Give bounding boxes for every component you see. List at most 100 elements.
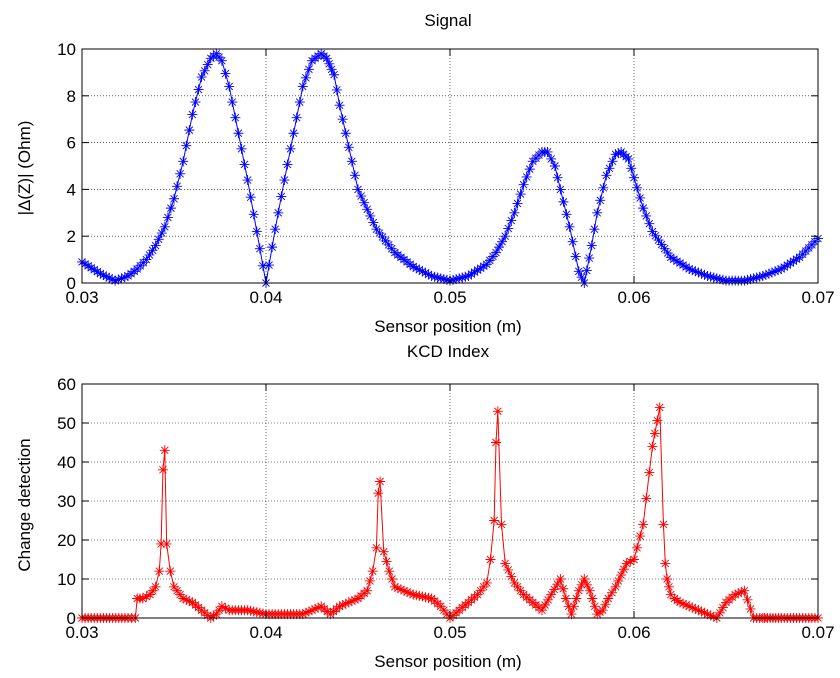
signal-data-point — [254, 243, 265, 254]
signal-data-point — [196, 72, 207, 83]
signal-data-point — [773, 265, 784, 276]
signal-data-point — [711, 273, 722, 284]
kcd-y-tick-label: 0 — [67, 609, 76, 628]
kcd-data-point — [552, 579, 563, 590]
kcd-data-point — [665, 589, 676, 600]
signal-data-point — [487, 251, 498, 262]
kcd-data-point — [649, 428, 660, 439]
kcd-data-point — [571, 593, 582, 604]
kcd-data-point — [491, 437, 501, 448]
kcd-data-point — [172, 585, 183, 596]
signal-data-point — [760, 269, 771, 280]
signal-data-point — [567, 236, 578, 247]
kcd-data-point — [441, 609, 452, 620]
kcd-data-point — [387, 574, 398, 584]
kcd-data-point — [411, 590, 422, 601]
signal-y-ticks: 0 2 4 6 8 10 — [57, 40, 818, 293]
signal-data-point — [454, 273, 465, 284]
signal-data-point — [199, 65, 210, 76]
signal-data-point — [460, 271, 471, 282]
kcd-data-point — [540, 600, 551, 610]
kcd-data-point — [349, 594, 360, 605]
signal-data-point — [708, 272, 719, 283]
signal-data-point — [181, 140, 192, 151]
kcd-data-point — [681, 600, 692, 610]
signal-data-point — [681, 262, 692, 273]
kcd-data-point — [137, 593, 148, 604]
kcd-data-point — [310, 603, 321, 614]
kcd-data-point — [616, 570, 627, 581]
signal-data-point — [172, 181, 183, 192]
signal-data-point — [581, 265, 592, 276]
signal-data-point — [592, 207, 603, 218]
signal-data-point — [202, 59, 213, 70]
signal-data-point — [423, 269, 434, 280]
signal-data-point — [334, 100, 345, 111]
kcd-data-point — [343, 597, 354, 608]
signal-data-point — [356, 191, 367, 202]
signal-y-tick-label: 0 — [67, 274, 76, 293]
signal-y-tick-label: 10 — [57, 40, 76, 59]
signal-data-point — [211, 48, 222, 59]
signal-data-point — [83, 260, 94, 271]
signal-data-point — [159, 221, 170, 232]
signal-data-point — [463, 270, 474, 281]
signal-data-point — [478, 261, 489, 272]
signal-data-point — [331, 84, 342, 95]
kcd-data-point — [392, 583, 403, 594]
signal-data-point — [380, 235, 391, 246]
signal-data-point — [337, 114, 348, 125]
signal-data-point — [757, 270, 768, 281]
kcd-data-point — [563, 601, 574, 612]
signal-x-axis-label: Sensor position (m) — [374, 317, 521, 336]
kcd-data-point — [662, 574, 673, 584]
signal-data-point — [690, 266, 701, 277]
kcd-x-tick-label: 0.07 — [801, 623, 834, 642]
signal-data-point — [264, 260, 275, 271]
kcd-data-point — [307, 605, 317, 616]
signal-data-point — [242, 175, 253, 186]
signal-data-point — [86, 262, 97, 273]
signal-data-point — [656, 239, 667, 250]
signal-series — [77, 48, 823, 288]
signal-data-point — [776, 263, 787, 274]
kcd-data-point — [687, 602, 698, 613]
signal-data-point — [518, 179, 529, 190]
kcd-data-point — [606, 587, 617, 598]
signal-data-point — [162, 212, 173, 223]
signal-data-point — [653, 235, 664, 246]
kcd-data-point — [475, 585, 486, 596]
kcd-data-point — [340, 598, 351, 609]
signal-y-tick-label: 6 — [67, 134, 76, 153]
signal-data-point — [429, 271, 440, 282]
signal-data-point — [190, 97, 201, 108]
signal-data-point — [607, 156, 618, 167]
kcd-data-point — [150, 581, 161, 592]
signal-data-point — [216, 55, 227, 66]
kcd-data-point — [690, 603, 701, 614]
kcd-data-point — [242, 605, 253, 616]
kcd-data-point — [537, 605, 547, 616]
kcd-data-point — [157, 464, 168, 475]
signal-data-point — [220, 68, 231, 79]
kcd-data-point — [566, 609, 577, 620]
signal-data-point — [282, 159, 293, 170]
kcd-data-point — [165, 566, 176, 577]
kcd-data-point — [496, 519, 507, 530]
kcd-data-point — [600, 599, 611, 610]
signal-data-point — [515, 189, 526, 200]
kcd-data-point — [159, 445, 170, 456]
kcd-data-point — [589, 601, 600, 612]
kcd-y-tick-label: 20 — [57, 531, 76, 550]
signal-data-point — [291, 112, 302, 123]
signal-x-tick-label: 0.04 — [249, 288, 282, 307]
signal-data-point — [668, 254, 679, 265]
signal-data-point — [267, 242, 278, 253]
signal-data-point — [497, 236, 508, 247]
signal-data-point — [767, 267, 777, 278]
signal-x-ticks: 0.03 0.04 0.05 0.06 0.07 — [65, 49, 835, 307]
signal-data-point — [441, 274, 452, 285]
signal-data-point — [365, 210, 376, 221]
signal-data-point — [739, 275, 750, 286]
